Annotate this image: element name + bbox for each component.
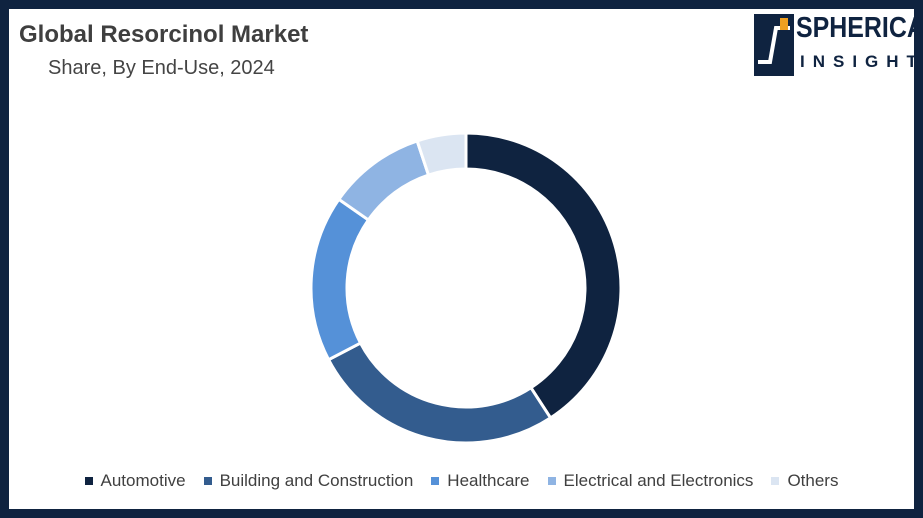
logo-mark-icon <box>754 14 794 76</box>
spherical-insights-logo: SPHERICAL INSIGHTS <box>754 12 923 78</box>
legend-item: Healthcare <box>431 471 530 491</box>
legend-swatch <box>84 477 93 485</box>
donut-slice-healthcare <box>309 197 371 362</box>
donut-slice-electrical-and-electronics <box>336 138 431 223</box>
chart-legend: Automotive Building and Construction Healt… <box>9 471 914 491</box>
legend-swatch <box>547 477 556 485</box>
legend-label: Healthcare <box>447 471 530 490</box>
legend-swatch <box>771 477 780 485</box>
donut-chart <box>309 131 623 445</box>
donut-slice-others <box>415 131 468 177</box>
legend-label: Others <box>787 471 839 490</box>
logo-text-primary: SPHERICAL <box>796 12 923 44</box>
donut-slice-automotive <box>464 131 623 420</box>
donut-slice-building-and-construction <box>326 341 553 445</box>
legend-swatch <box>431 477 440 485</box>
legend-label: Electrical and Electronics <box>563 471 754 490</box>
chart-subtitle: Share, By End-Use, 2024 <box>48 57 275 79</box>
legend-item: Electrical and Electronics <box>547 471 754 491</box>
legend-swatch <box>203 477 212 485</box>
legend-item: Automotive <box>84 471 186 491</box>
chart-title: Global Resorcinol Market <box>19 21 309 48</box>
legend-label: Automotive <box>100 471 186 490</box>
logo-text-secondary: INSIGHTS <box>800 52 923 71</box>
legend-item: Building and Construction <box>203 471 414 491</box>
legend-label: Building and Construction <box>219 471 414 490</box>
legend-item: Others <box>771 471 838 491</box>
